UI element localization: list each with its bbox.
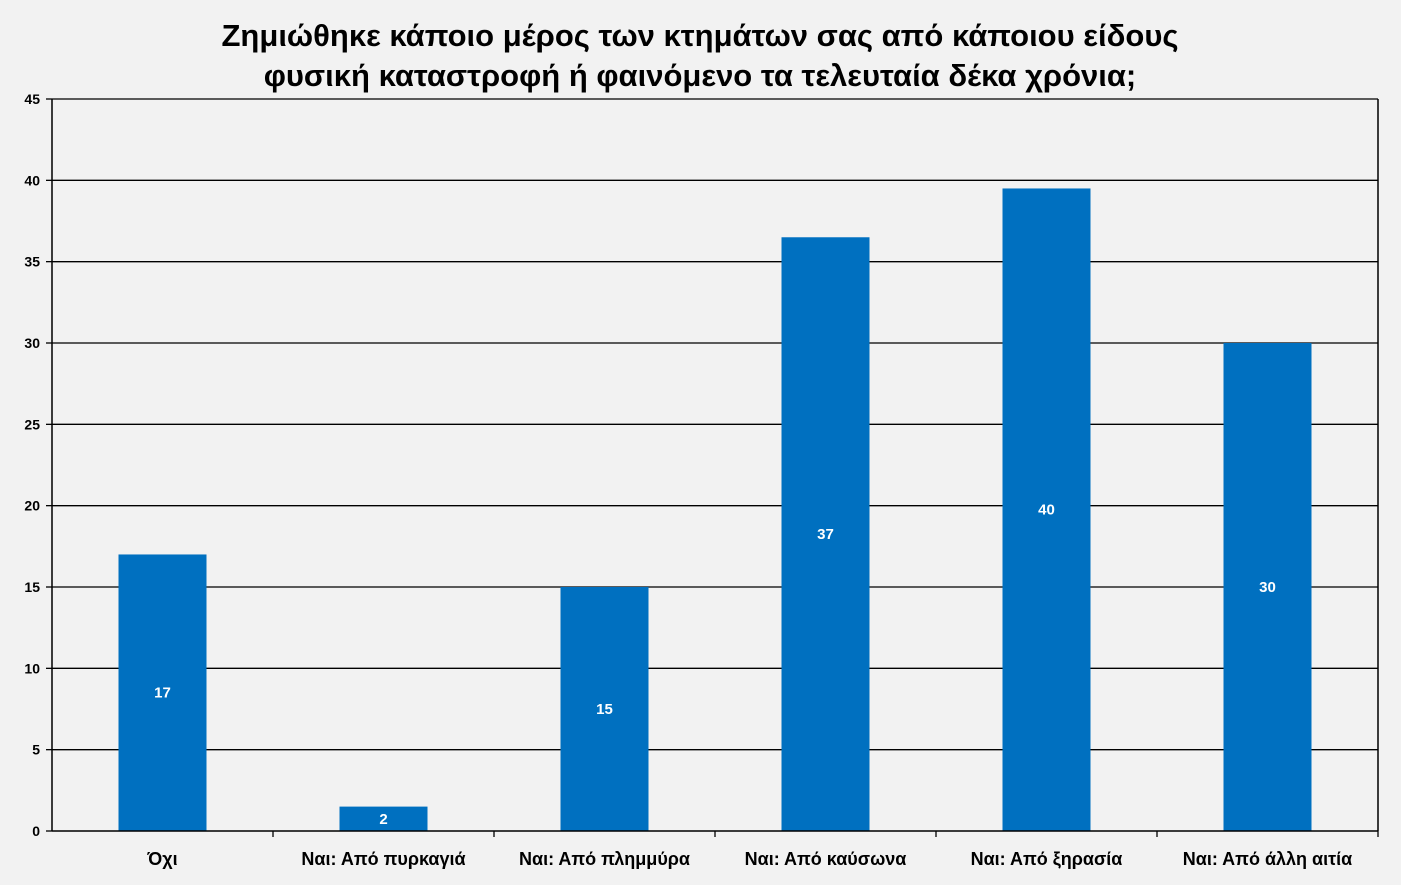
- y-tick-label: 45: [24, 91, 40, 107]
- x-category-labels: Όχι Ναι: Από πυρκαγιά Ναι: Από πλημμύρα Ναι…: [146, 849, 1352, 870]
- y-tick-label: 25: [24, 416, 40, 432]
- data-labels: 17 2 15 37 40 30: [154, 502, 1276, 828]
- chart-title-line-2: φυσική καταστροφή ή φαινόμενο τα τελευτα…: [263, 58, 1137, 93]
- bar-data-label: 15: [596, 701, 613, 718]
- y-tick-label: 20: [24, 498, 40, 514]
- x-category-label: Ναι: Από καύσωνα: [745, 849, 907, 869]
- x-category-label: Ναι: Από πυρκαγιά: [301, 849, 465, 869]
- chart-title: Ζημιώθηκε κάποιο μέρος των κτημάτων σας …: [100, 16, 1300, 96]
- x-category-label: Ναι: Από άλλη αιτία: [1183, 849, 1352, 869]
- x-category-label: Ναι: Από πλημμύρα: [519, 849, 690, 869]
- axes: [51, 99, 1379, 832]
- x-category-label: Ναι: Από ξηρασία: [971, 849, 1123, 870]
- bar: [1002, 188, 1091, 831]
- bar: [560, 587, 649, 831]
- gridlines: [46, 98, 1379, 837]
- y-tick-label: 30: [24, 335, 40, 351]
- bar-data-label: 37: [817, 526, 834, 543]
- bars: [118, 188, 1312, 831]
- y-tick-label: 5: [32, 742, 40, 758]
- bar-data-label: 30: [1259, 579, 1276, 596]
- bar: [1223, 343, 1312, 831]
- bar-data-label: 2: [379, 811, 387, 828]
- bar-data-label: 40: [1038, 502, 1055, 519]
- y-tick-label: 35: [24, 254, 40, 270]
- y-tick-label: 15: [24, 579, 40, 595]
- bar-data-label: 17: [154, 685, 171, 702]
- chart-title-line-1: Ζημιώθηκε κάποιο μέρος των κτημάτων σας …: [221, 18, 1179, 53]
- y-tick-label: 10: [24, 660, 40, 676]
- bar: [339, 806, 428, 831]
- x-category-label: Όχι: [146, 849, 177, 869]
- bar: [118, 554, 207, 831]
- bar: [781, 237, 870, 831]
- y-tick-labels: 0 5 10 15 20 25 30 35 40 45: [24, 91, 40, 839]
- y-tick-label: 40: [24, 172, 40, 188]
- y-tick-label: 0: [32, 823, 40, 839]
